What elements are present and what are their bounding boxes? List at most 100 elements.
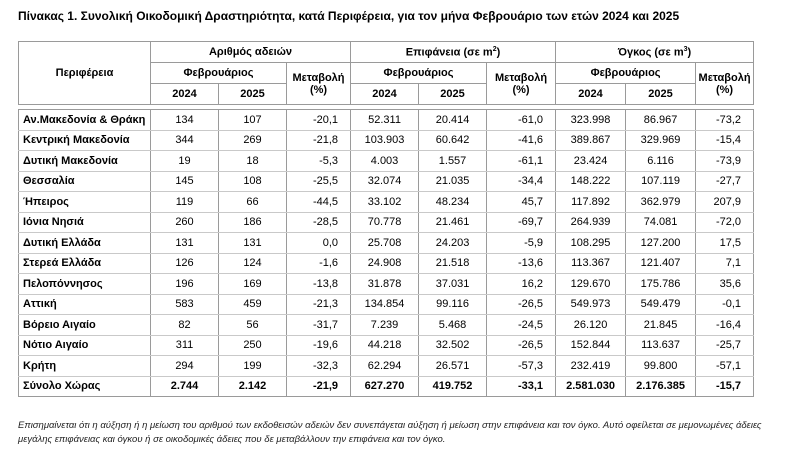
region-cell: Κρήτη [18, 355, 151, 377]
value-cell: 199 [218, 355, 287, 377]
change-header: Μεταβολή (%) [285, 62, 352, 105]
change-cell: 7,1 [695, 252, 755, 274]
value-cell: 52.311 [350, 109, 420, 131]
value-cell: 24.203 [418, 232, 488, 254]
table-row: Ιόνια Νησιά 260 186 -28,5 70.778 21.461 -69,7 2… [18, 211, 755, 233]
value-cell: 583 [150, 293, 219, 315]
value-cell: 134.854 [350, 293, 420, 315]
value-cell: 344 [150, 129, 219, 151]
change-cell: -19,6 [285, 334, 352, 356]
change-cell: -26,5 [486, 293, 557, 315]
change-cell: -16,4 [695, 314, 755, 336]
change-cell: -73,2 [695, 109, 755, 131]
region-cell: Βόρειο Αιγαίο [18, 314, 151, 336]
change-cell: -34,4 [486, 170, 557, 192]
value-cell: 37.031 [418, 273, 488, 295]
table-row: Ήπειρος 119 66 -44,5 33.102 48.234 45,7 117.892… [18, 191, 755, 213]
change-cell: -32,3 [285, 355, 352, 377]
table-row: Κρήτη 294 199 -32,3 62.294 26.571 -57,3 232.419… [18, 355, 755, 377]
value-cell: 21.845 [625, 314, 697, 336]
group-label-sup: 2 [492, 45, 497, 53]
table-row: Δυτική Ελλάδα 131 131 0,0 25.708 24.203 -5,9 10… [18, 232, 755, 254]
month-header: Φεβρουάριος [555, 62, 697, 84]
spacer-cell [18, 104, 754, 110]
value-cell: 60.642 [418, 129, 488, 151]
table-header: Περιφέρεια Αριθμός αδειών Επιφάνεια (σε m2… [18, 41, 755, 105]
value-cell: 26.571 [418, 355, 488, 377]
value-cell: 129.670 [555, 273, 627, 295]
value-cell: 26.120 [555, 314, 627, 336]
month-header: Φεβρουάριος [350, 62, 488, 84]
value-cell: 56 [218, 314, 287, 336]
year-header: 2024 [555, 83, 627, 105]
value-cell: 459 [218, 293, 287, 315]
change-cell: -25,5 [285, 170, 352, 192]
value-cell: 107 [218, 109, 287, 131]
change-cell: -26,5 [486, 334, 557, 356]
value-cell: 1.557 [418, 150, 488, 172]
change-cell: -57,3 [486, 355, 557, 377]
value-cell: 99.800 [625, 355, 697, 377]
change-cell: -21,9 [285, 375, 352, 397]
region-cell: Πελοπόννησος [18, 273, 151, 295]
value-cell: 389.867 [555, 129, 627, 151]
change-cell: -24,5 [486, 314, 557, 336]
value-cell: 108.295 [555, 232, 627, 254]
change-cell: -31,7 [285, 314, 352, 336]
change-cell: -28,5 [285, 211, 352, 233]
value-cell: 549.479 [625, 293, 697, 315]
value-cell: 33.102 [350, 191, 420, 213]
change-cell: -15,4 [695, 129, 755, 151]
change-cell: -72,0 [695, 211, 755, 233]
region-cell: Δυτική Ελλάδα [18, 232, 151, 254]
change-cell: 35,6 [695, 273, 755, 295]
region-cell: Στερεά Ελλάδα [18, 252, 151, 274]
change-cell: -61,1 [486, 150, 557, 172]
region-cell: Δυτική Μακεδονία [18, 150, 151, 172]
change-cell: -20,1 [285, 109, 352, 131]
change-header: Μεταβολή (%) [695, 62, 755, 105]
value-cell: 148.222 [555, 170, 627, 192]
change-cell: -57,1 [695, 355, 755, 377]
region-cell: Αττική [18, 293, 151, 315]
table-row: Σύνολο Χώρας 2.744 2.142 -21,9 627.270 419.75… [18, 375, 755, 397]
value-cell: 311 [150, 334, 219, 356]
spacer-row [18, 104, 754, 110]
value-cell: 264.939 [555, 211, 627, 233]
value-cell: 32.074 [350, 170, 420, 192]
value-cell: 19 [150, 150, 219, 172]
group-label: Όγκος (σε m [617, 46, 684, 59]
change-cell: 16,2 [486, 273, 557, 295]
change-cell: -5,3 [285, 150, 352, 172]
region-cell: Σύνολο Χώρας [18, 375, 151, 397]
value-cell: 113.637 [625, 334, 697, 356]
value-cell: 419.752 [418, 375, 488, 397]
value-cell: 99.116 [418, 293, 488, 315]
value-cell: 145 [150, 170, 219, 192]
region-cell: Νότιο Αιγαίο [18, 334, 151, 356]
group-label-sup: 3 [683, 45, 688, 53]
value-cell: 7.239 [350, 314, 420, 336]
group-header: Αριθμός αδειών [149, 41, 352, 63]
value-cell: 119 [150, 191, 219, 213]
region-cell: Θεσσαλία [18, 170, 151, 192]
change-cell: -1,6 [285, 252, 352, 274]
change-cell: 0,0 [285, 232, 352, 254]
change-cell: 45,7 [486, 191, 557, 213]
value-cell: 5.468 [418, 314, 488, 336]
value-cell: 323.998 [555, 109, 627, 131]
value-cell: 250 [218, 334, 287, 356]
region-header: Περιφέρεια [18, 41, 151, 105]
change-cell: -33,1 [486, 375, 557, 397]
value-cell: 627.270 [350, 375, 420, 397]
change-cell: -0,1 [695, 293, 755, 315]
year-header: 2025 [625, 83, 697, 105]
value-cell: 549.973 [555, 293, 627, 315]
value-cell: 121.407 [625, 252, 697, 274]
value-cell: 62.294 [350, 355, 420, 377]
value-cell: 152.844 [555, 334, 627, 356]
group-label-end: ) [687, 46, 692, 59]
value-cell: 186 [218, 211, 287, 233]
change-cell: 17,5 [695, 232, 755, 254]
